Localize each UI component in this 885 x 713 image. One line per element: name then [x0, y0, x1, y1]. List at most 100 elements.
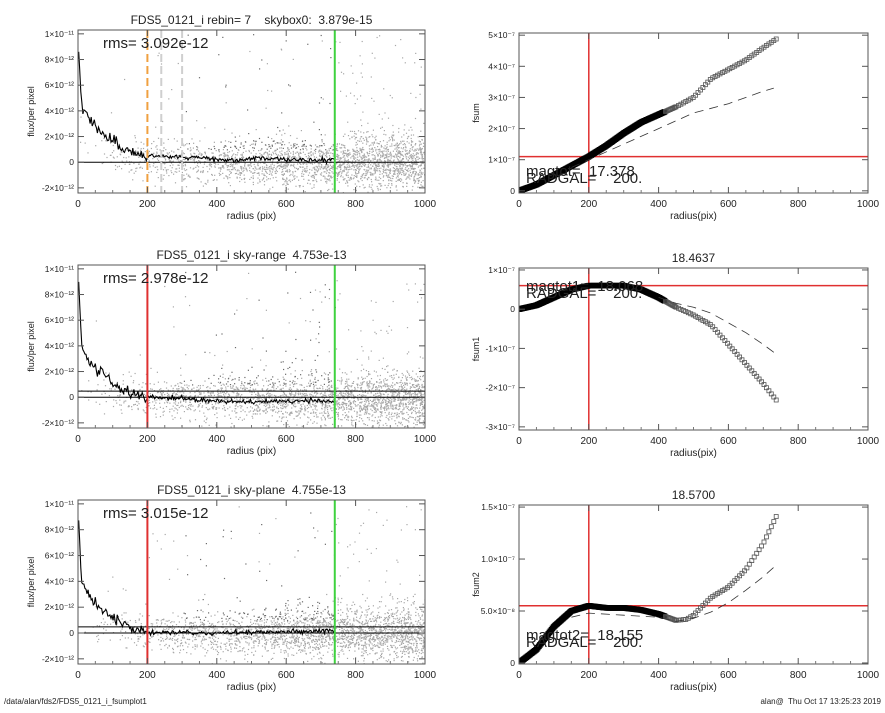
scatter-point	[384, 369, 385, 370]
scatter-point	[336, 163, 337, 164]
scatter-point	[290, 181, 291, 182]
scatter-point	[422, 404, 423, 405]
scatter-point	[364, 157, 365, 158]
scatter-point	[263, 154, 264, 155]
scatter-point	[382, 368, 383, 369]
scatter-point	[256, 383, 257, 384]
scatter-point	[319, 145, 320, 146]
scatter-point	[410, 172, 411, 173]
scatter-point	[159, 403, 160, 404]
scatter-point	[301, 378, 302, 379]
scatter-point	[363, 157, 364, 158]
scatter-point	[390, 180, 391, 181]
scatter-point	[326, 399, 327, 400]
scatter-point	[209, 395, 210, 396]
scatter-point	[214, 179, 215, 180]
scatter-point	[235, 389, 236, 390]
scatter-point	[319, 129, 320, 130]
scatter-point	[255, 143, 256, 144]
scatter-point	[255, 389, 256, 390]
scatter-point	[360, 382, 361, 383]
scatter-point	[353, 169, 354, 170]
scatter-point	[273, 387, 274, 388]
scatter-point	[403, 388, 404, 389]
scatter-point	[234, 411, 235, 412]
scatter-point	[421, 399, 422, 400]
scatter-point	[168, 394, 169, 395]
scatter-point	[193, 148, 194, 149]
scatter-point	[159, 399, 160, 400]
scatter-point	[275, 171, 276, 172]
scatter-point	[302, 141, 303, 142]
scatter-point	[313, 382, 314, 383]
scatter-point	[285, 180, 286, 181]
scatter-point	[408, 392, 409, 393]
scatter-point	[365, 175, 366, 176]
scatter-point	[402, 141, 403, 142]
scatter-point	[307, 424, 308, 425]
scatter-point	[385, 170, 386, 171]
scatter-point	[386, 169, 387, 170]
scatter-point	[251, 177, 252, 178]
x-tick-label: 0	[516, 199, 522, 210]
scatter-point	[254, 383, 255, 384]
scatter-point	[274, 395, 275, 396]
marker	[774, 37, 778, 41]
scatter-point	[305, 407, 306, 408]
marker	[696, 91, 700, 95]
scatter-point	[177, 141, 178, 142]
scatter-point	[289, 322, 290, 323]
scatter-point	[206, 166, 207, 167]
scatter-point	[377, 389, 378, 390]
scatter-point	[199, 394, 200, 395]
scatter-point	[392, 125, 393, 126]
scatter-point	[326, 173, 327, 174]
scatter-point	[249, 383, 250, 384]
scatter-point	[326, 181, 327, 182]
scatter-point	[391, 402, 392, 403]
scatter-point	[171, 151, 172, 152]
scatter-point	[351, 168, 352, 169]
scatter-point	[386, 389, 387, 390]
scatter-point	[210, 394, 211, 395]
scatter-point	[316, 181, 317, 182]
scatter-point	[370, 161, 371, 162]
scatter-point	[408, 177, 409, 178]
scatter-point	[237, 169, 238, 170]
scatter-point	[229, 151, 230, 152]
scatter-point	[284, 181, 285, 182]
scatter-point	[326, 154, 327, 155]
scatter-point	[373, 387, 374, 388]
scatter-point	[379, 382, 380, 383]
scatter-point	[129, 171, 130, 172]
scatter-point	[390, 171, 391, 172]
scatter-point	[220, 169, 221, 170]
scatter-point	[225, 140, 226, 141]
scatter-point	[415, 393, 416, 394]
scatter-point	[377, 180, 378, 181]
scatter-point	[304, 395, 305, 396]
scatter-point	[366, 370, 367, 371]
scatter-point	[155, 127, 156, 128]
scatter-point	[328, 377, 329, 378]
scatter-point	[323, 395, 324, 396]
scatter-point	[331, 410, 332, 411]
scatter-point	[348, 401, 349, 402]
scatter-point	[353, 150, 354, 151]
scatter-point	[362, 392, 363, 393]
scatter-point	[415, 143, 416, 144]
scatter-point	[373, 403, 374, 404]
scatter-point	[326, 156, 327, 157]
scatter-point	[278, 154, 279, 155]
scatter-point	[241, 172, 242, 173]
scatter-point	[302, 169, 303, 170]
scatter-point	[292, 362, 293, 363]
scatter-point	[368, 403, 369, 404]
scatter-point	[383, 169, 384, 170]
scatter-point	[185, 354, 186, 355]
scatter-point	[371, 392, 372, 393]
scatter-point	[272, 407, 273, 408]
scatter-point	[356, 147, 357, 148]
scatter-point	[420, 165, 421, 166]
